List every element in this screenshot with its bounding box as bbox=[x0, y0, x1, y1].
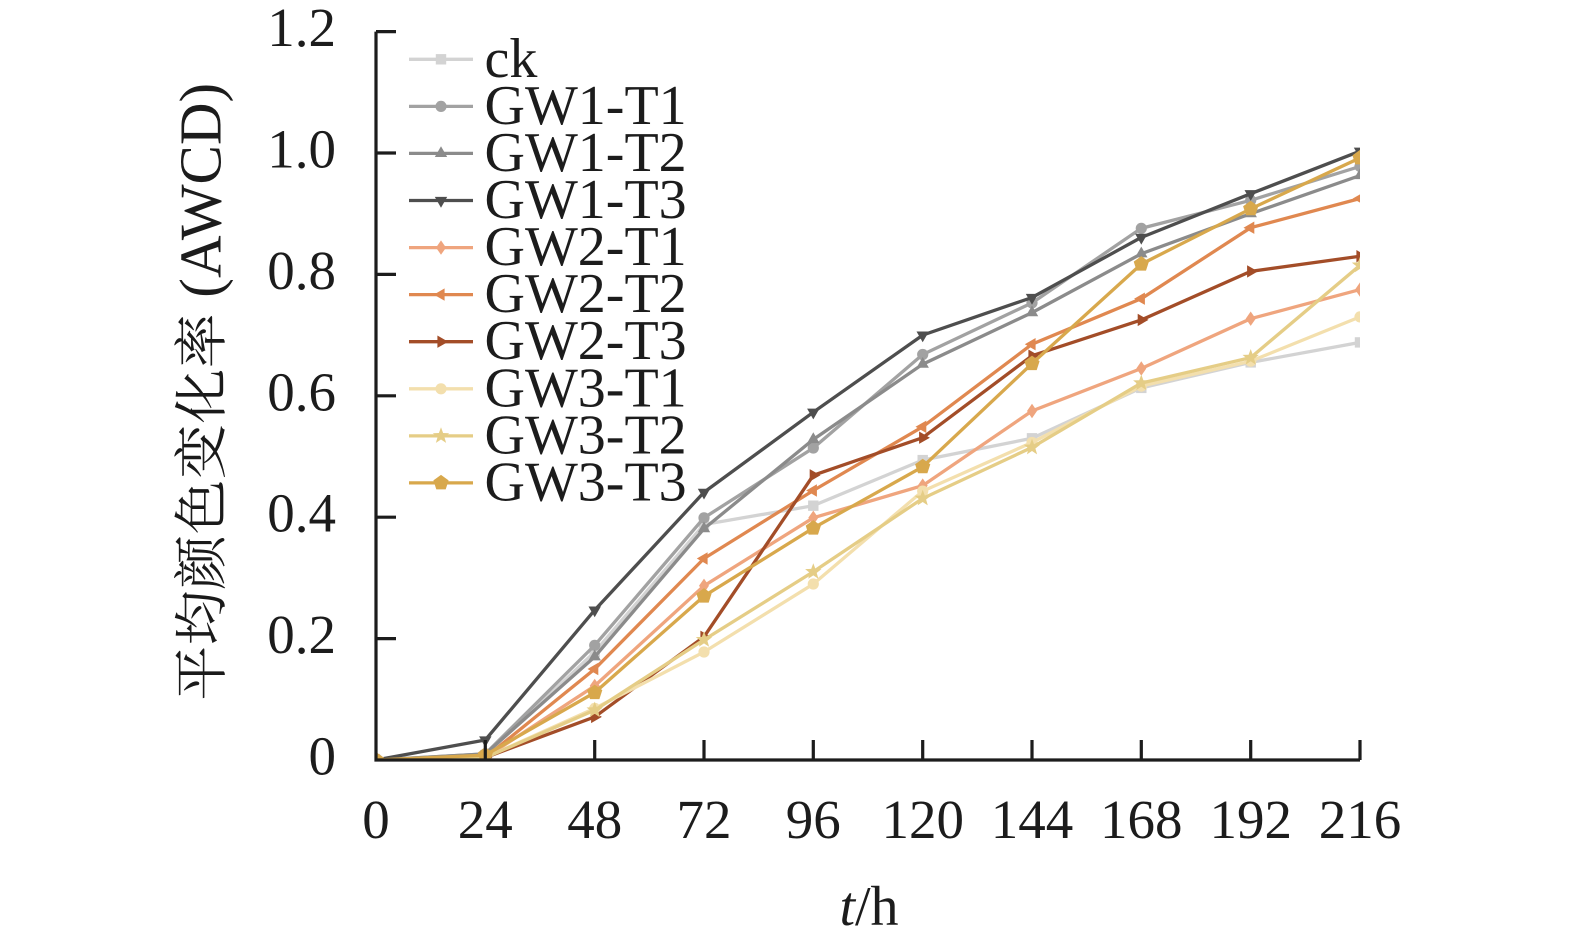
svg-text:96: 96 bbox=[786, 789, 841, 850]
svg-text:GW3-T2: GW3-T2 bbox=[485, 404, 687, 466]
svg-text:GW1-T1: GW1-T1 bbox=[485, 75, 687, 137]
svg-text:168: 168 bbox=[1100, 789, 1183, 850]
svg-text:120: 120 bbox=[881, 789, 964, 850]
svg-text:0.8: 0.8 bbox=[267, 240, 336, 301]
svg-text:216: 216 bbox=[1319, 789, 1402, 850]
svg-text:72: 72 bbox=[677, 789, 732, 850]
svg-text:0: 0 bbox=[362, 789, 390, 850]
svg-text:0: 0 bbox=[309, 726, 337, 787]
svg-text:ck: ck bbox=[485, 28, 538, 90]
svg-text:GW1-T3: GW1-T3 bbox=[485, 169, 687, 231]
svg-text:GW2-T3: GW2-T3 bbox=[485, 310, 687, 372]
svg-text:0.4: 0.4 bbox=[267, 483, 336, 544]
svg-text:0.6: 0.6 bbox=[267, 361, 336, 422]
svg-text:24: 24 bbox=[458, 789, 513, 850]
svg-text:0.2: 0.2 bbox=[267, 604, 336, 665]
svg-text:GW2-T1: GW2-T1 bbox=[485, 216, 687, 278]
svg-text:(AWCD): (AWCD) bbox=[168, 83, 234, 298]
svg-text:GW3-T1: GW3-T1 bbox=[485, 357, 687, 419]
svg-text:144: 144 bbox=[991, 789, 1074, 850]
svg-text:t/h: t/h bbox=[839, 876, 898, 938]
svg-text:1.2: 1.2 bbox=[267, 0, 336, 58]
svg-text:48: 48 bbox=[567, 789, 622, 850]
svg-text:GW2-T2: GW2-T2 bbox=[485, 263, 687, 325]
svg-text:GW1-T2: GW1-T2 bbox=[485, 122, 687, 184]
svg-text:GW3-T3: GW3-T3 bbox=[485, 451, 687, 513]
svg-text:192: 192 bbox=[1209, 789, 1292, 850]
svg-text:1.0: 1.0 bbox=[267, 119, 336, 180]
